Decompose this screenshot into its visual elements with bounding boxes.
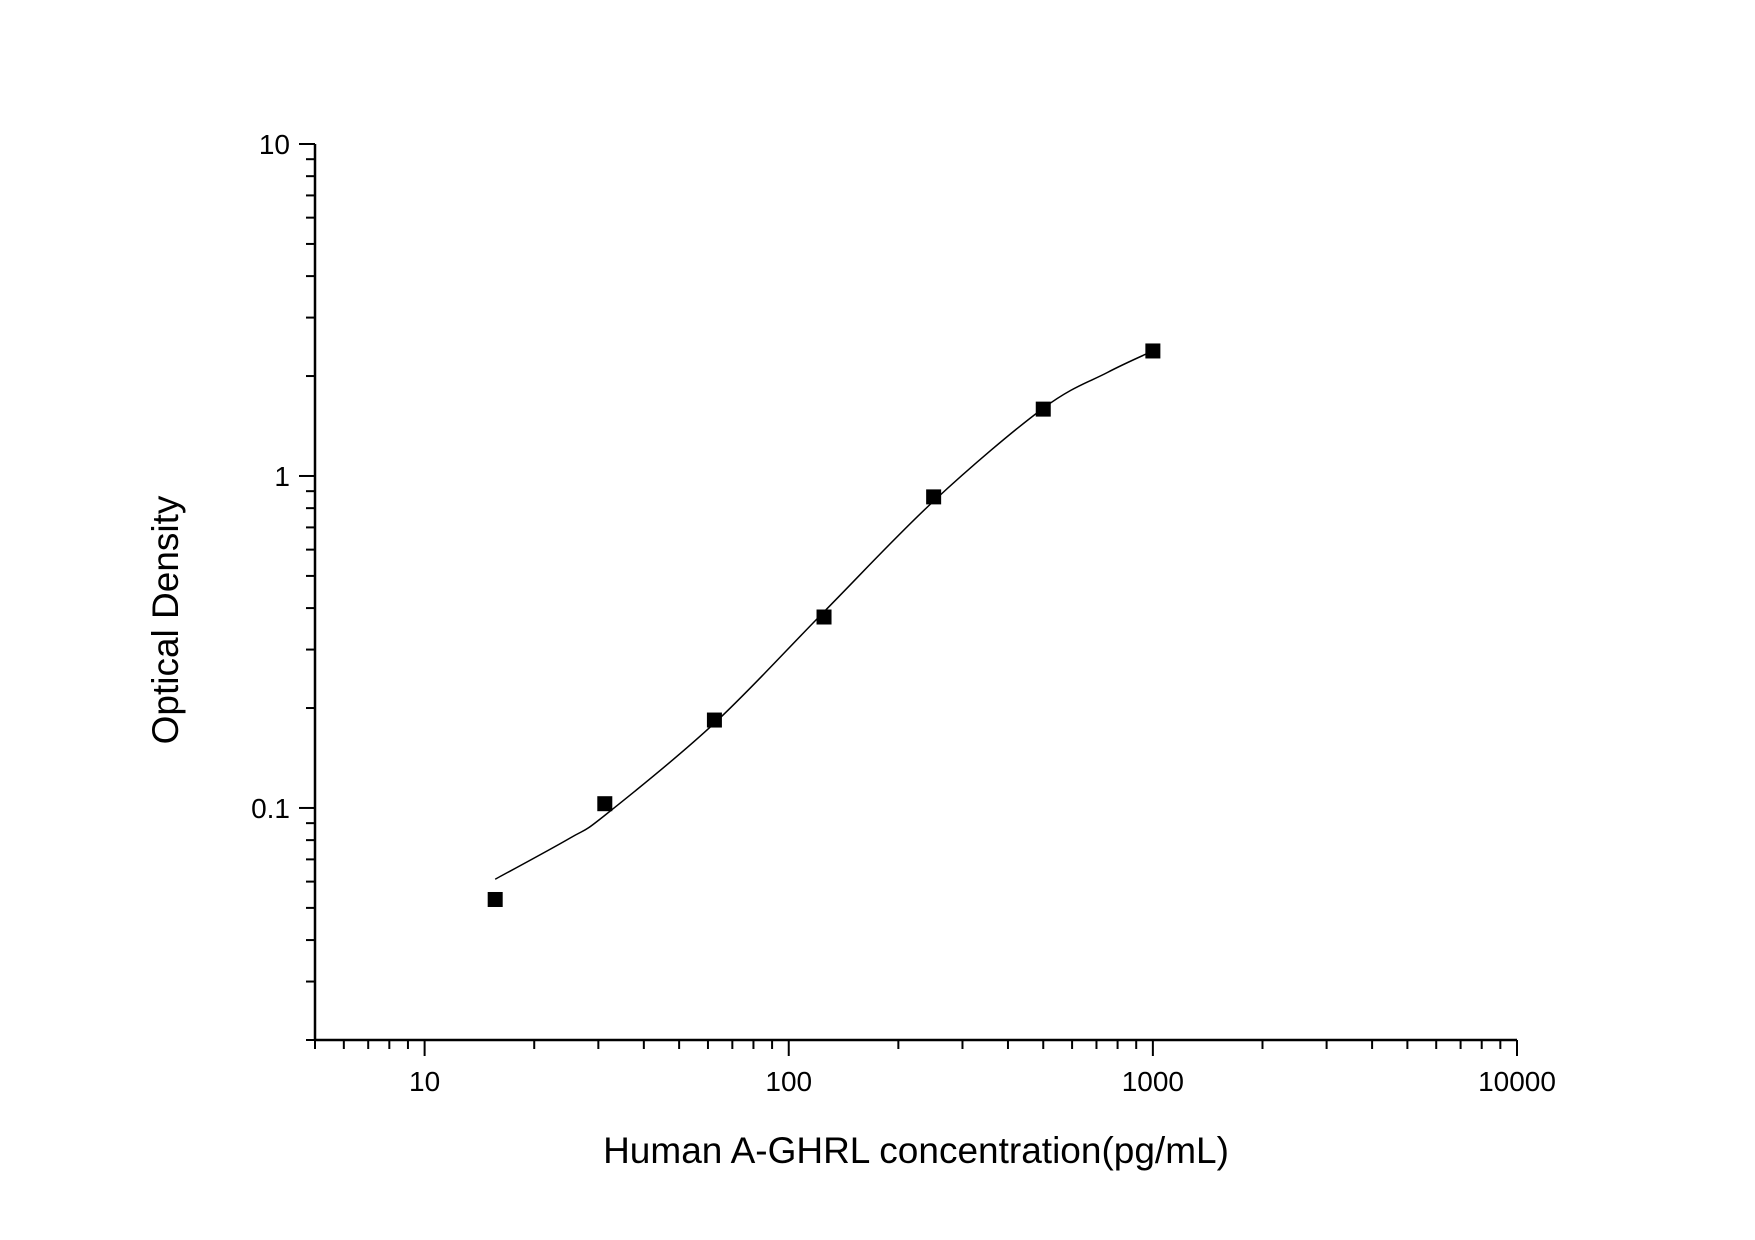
x-tick-label: 10000 [1478, 1066, 1556, 1097]
y-axis-label: Optical Density [145, 495, 186, 744]
data-point [597, 796, 613, 812]
data-point [487, 891, 503, 907]
y-tick-label: 0.1 [251, 793, 290, 824]
y-tick-label: 10 [259, 129, 290, 160]
y-tick-label: 1 [274, 461, 290, 492]
data-point [1035, 401, 1051, 417]
data-point [816, 609, 832, 625]
x-axis-label: Human A-GHRL concentration(pg/mL) [603, 1130, 1229, 1171]
ticks-layer: 10 100 1000 10000 0.1 1 10 [251, 129, 1556, 1097]
x-tick-label: 10 [409, 1066, 440, 1097]
data-point [926, 489, 942, 505]
x-tick-label: 100 [765, 1066, 812, 1097]
data-points-layer [487, 343, 1161, 907]
x-tick-label: 1000 [1122, 1066, 1184, 1097]
data-point [1145, 343, 1161, 359]
data-point [706, 712, 722, 728]
